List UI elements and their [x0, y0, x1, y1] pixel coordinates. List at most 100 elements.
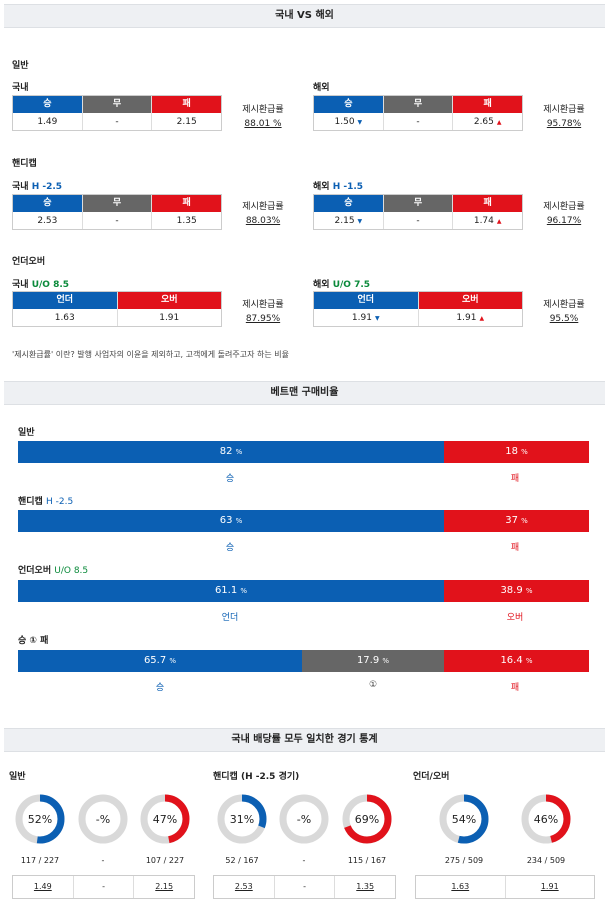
donut-percent-label: -%	[96, 813, 110, 826]
odds-head-win: 승	[13, 195, 82, 212]
odds-head-loss: 패	[453, 195, 523, 212]
overseas-general-odds-box: 승 1.50 ▼ 무 - 패 2.65 ▲	[313, 95, 523, 131]
stats-handicap-values: 2.53 - 1.35	[213, 875, 396, 899]
odds-head-win: 승	[13, 96, 82, 113]
stats-general-values: 1.49 - 2.15	[12, 875, 195, 899]
handicap-odds-title: 핸디캡	[12, 159, 37, 169]
domestic-general-ratio: 88.01 %	[244, 119, 282, 129]
ratio-seg-over: 38.9 %	[444, 580, 589, 602]
overseas-general-ratio: 95.78%	[546, 119, 582, 129]
odds-value-loss: 1.74	[473, 216, 494, 226]
domestic-underover-ratio-label: 제시환급률	[242, 300, 284, 310]
overseas-handicap-label: 해외 H -1.5	[313, 182, 364, 192]
domestic-general-ratio-label: 제시환급률	[242, 105, 284, 115]
odds-value-loss: 2.15	[176, 117, 197, 127]
donut-percent-label: -%	[297, 813, 311, 826]
value-win[interactable]: 2.53	[214, 876, 275, 898]
ratio-underover-bar: 61.1 % 38.9 %	[18, 580, 589, 602]
donut-track	[78, 794, 128, 844]
stats-handicap-label: 핸디캡 (H -2.5 경기)	[213, 772, 300, 782]
donut-chart-loss: 47%	[139, 793, 191, 845]
domestic-handicap-ratio: 88.03%	[245, 216, 281, 226]
domestic-general-odds-box: 승 1.49 무 - 패 2.15	[12, 95, 222, 131]
donut-svg: 54%	[439, 794, 489, 844]
count-draw: -	[101, 856, 105, 865]
donut-svg: -%	[279, 794, 329, 844]
value-draw: -	[275, 876, 336, 898]
donut-arc	[15, 794, 65, 844]
overseas-underover-ratio-label: 제시환급률	[543, 300, 585, 310]
donut-chart-win: 52%	[14, 793, 66, 845]
odds-head-loss: 패	[453, 96, 523, 113]
overseas-handicap-ratio: 96.17%	[546, 216, 582, 226]
count-under: 275 / 509	[444, 856, 484, 865]
domestic-underover-ratio: 87.95%	[245, 314, 281, 324]
overseas-underover-label: 해외 U/O 7.5	[313, 280, 371, 290]
donut-svg: 47%	[140, 794, 190, 844]
donut-svg: 31%	[217, 794, 267, 844]
ratio-seg-loss: 18 %	[444, 441, 589, 463]
ratio-seg-draw: 17.9 %	[302, 650, 444, 672]
donut-svg: 46%	[521, 794, 571, 844]
value-loss[interactable]: 1.35	[356, 882, 375, 891]
value-loss[interactable]: 2.15	[155, 882, 174, 891]
odds-head-draw: 무	[82, 96, 152, 113]
stats-underover-values: 1.63 1.91	[415, 875, 595, 899]
ratio-winloss-label: 승 ① 패	[18, 636, 49, 646]
ratio-handicap-label: 핸디캡 H -2.5	[18, 497, 74, 507]
odds-value-loss: 2.65	[473, 117, 494, 127]
odds-value-win: 2.15	[334, 216, 355, 226]
count-draw: -	[302, 856, 306, 865]
value-win[interactable]: 1.49	[13, 876, 74, 898]
odds-head-loss: 패	[152, 195, 222, 212]
overseas-general-ratio-label: 제시환급률	[543, 105, 585, 115]
ratio-seg-win: 63 %	[18, 510, 444, 532]
donut-arc	[342, 794, 392, 844]
overseas-handicap-odds-box: 승 2.15 ▼ 무 - 패 1.74 ▲	[313, 194, 523, 230]
handicap-line: H -2.5	[31, 182, 63, 192]
donut-percent-label: 52%	[28, 813, 52, 826]
value-under[interactable]: 1.63	[416, 876, 506, 898]
count-loss: 107 / 227	[145, 856, 185, 865]
overseas-general-label: 해외	[313, 83, 330, 93]
value-over[interactable]: 1.91	[540, 882, 559, 891]
stats-general-label: 일반	[9, 772, 26, 782]
ratio-label-under: 언더	[221, 613, 239, 623]
handicap-line: H -1.5	[332, 182, 364, 192]
odds-value-draw: -	[115, 117, 119, 127]
donut-chart-under: 54%	[438, 793, 490, 845]
refund-rate-note: '제시환급률' 이란? 발행 사업자의 이윤을 제외하고, 고객에게 돌려주고자…	[12, 350, 289, 359]
domestic-underover-odds-box: 언더 1.63 오버 1.91	[12, 291, 222, 327]
section-header-matched-stats: 국내 배당률 모두 일치한 경기 통계	[4, 728, 605, 752]
odds-head-over: 오버	[418, 292, 522, 309]
odds-value-win: 2.53	[37, 216, 58, 226]
odds-value-draw: -	[115, 216, 119, 226]
section-header-domestic-vs-overseas: 국내 VS 해외	[4, 4, 605, 28]
donut-svg: -%	[78, 794, 128, 844]
odds-value-win: 1.50	[334, 117, 355, 127]
donut-svg: 69%	[342, 794, 392, 844]
ratio-label-win: 승	[225, 543, 235, 553]
section-header-betman-ratio: 베트맨 구매비율	[4, 381, 605, 405]
odds-value-over: 1.91	[159, 313, 180, 323]
overseas-handicap-ratio-label: 제시환급률	[543, 202, 585, 212]
domestic-underover-label: 국내 U/O 8.5	[12, 280, 70, 290]
ratio-underover-label: 언더오버 U/O 8.5	[18, 566, 89, 576]
count-win: 52 / 167	[225, 856, 259, 865]
down-arrow-icon: ▼	[357, 119, 363, 126]
ratio-general-label: 일반	[18, 428, 35, 438]
donut-arc	[439, 794, 489, 844]
ratio-label-win: 승	[155, 683, 165, 693]
donut-percent-label: 31%	[230, 813, 254, 826]
value-draw: -	[74, 876, 135, 898]
odds-head-loss: 패	[152, 96, 222, 113]
underover-line: U/O 8.5	[31, 280, 70, 290]
donut-arc	[521, 794, 571, 844]
count-over: 234 / 509	[526, 856, 566, 865]
down-arrow-icon: ▼	[374, 315, 380, 322]
underover-odds-title: 언더오버	[12, 257, 46, 267]
odds-head-over: 오버	[117, 292, 221, 309]
odds-head-draw: 무	[383, 195, 453, 212]
odds-head-win: 승	[314, 195, 383, 212]
ratio-label-loss: 패	[510, 683, 520, 693]
